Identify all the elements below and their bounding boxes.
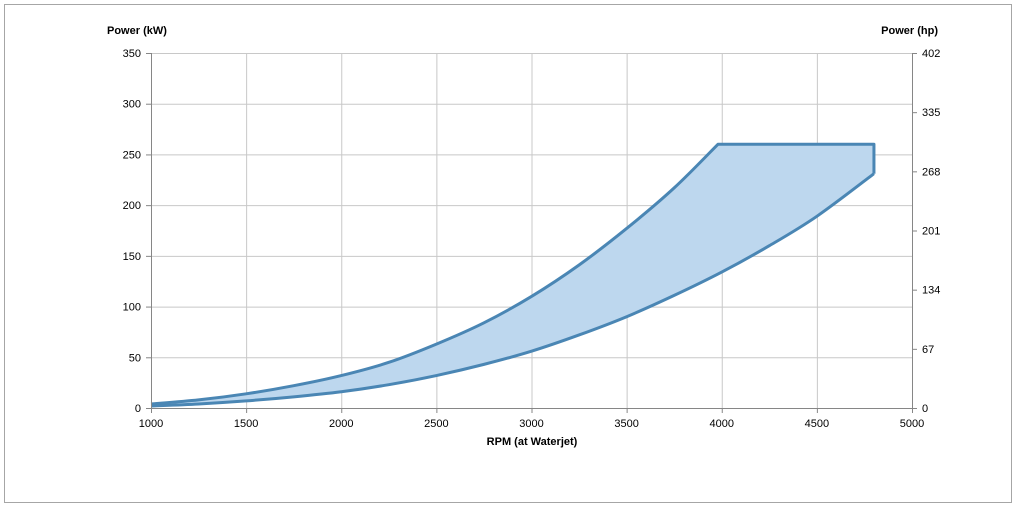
y2-tick-label: 0 [922,403,928,415]
power-band-area [151,144,874,406]
y2-tick-label: 201 [922,226,940,238]
lower-power-curve [150,172,875,408]
y-tick-label: 250 [123,149,141,161]
y2-tick-label: 134 [922,285,940,297]
x-tick-label: 5000 [900,418,924,430]
x-tick-label: 3500 [614,418,638,430]
y-tick-label: 200 [123,200,141,212]
y-tick-label: 0 [135,403,141,415]
x-tick-label: 1000 [139,418,163,430]
x-tick-label: 2000 [329,418,353,430]
y-tick-label: 350 [123,48,141,60]
y2-tick-label: 268 [922,166,940,178]
x-axis-title: RPM (at Waterjet) [487,436,578,448]
axes [146,53,917,413]
y-tick-label: 300 [123,99,141,111]
y-tick-label: 150 [123,251,141,263]
upper-power-curve [150,142,876,406]
x-tick-label: 3000 [519,418,543,430]
x-tick-label: 4500 [805,418,829,430]
tick-labels: 1000 1500 2000 2500 3000 3500 4000 4500 50000501… [123,48,941,430]
y2-tick-label: 402 [922,48,940,60]
x-tick-label: 4000 [710,418,734,430]
gridlines [151,53,913,409]
y-axis-title: Power (kW) [107,25,167,37]
y2-tick-label: 67 [922,344,934,356]
x-tick-label: 1500 [234,418,258,430]
x-tick-label: 2500 [424,418,448,430]
y-tick-label: 50 [129,352,141,364]
y2-tick-label: 335 [922,107,940,119]
y2-axis-title: Power (hp) [881,25,938,37]
chart-frame [4,4,1012,503]
y-tick-label: 100 [123,302,141,314]
